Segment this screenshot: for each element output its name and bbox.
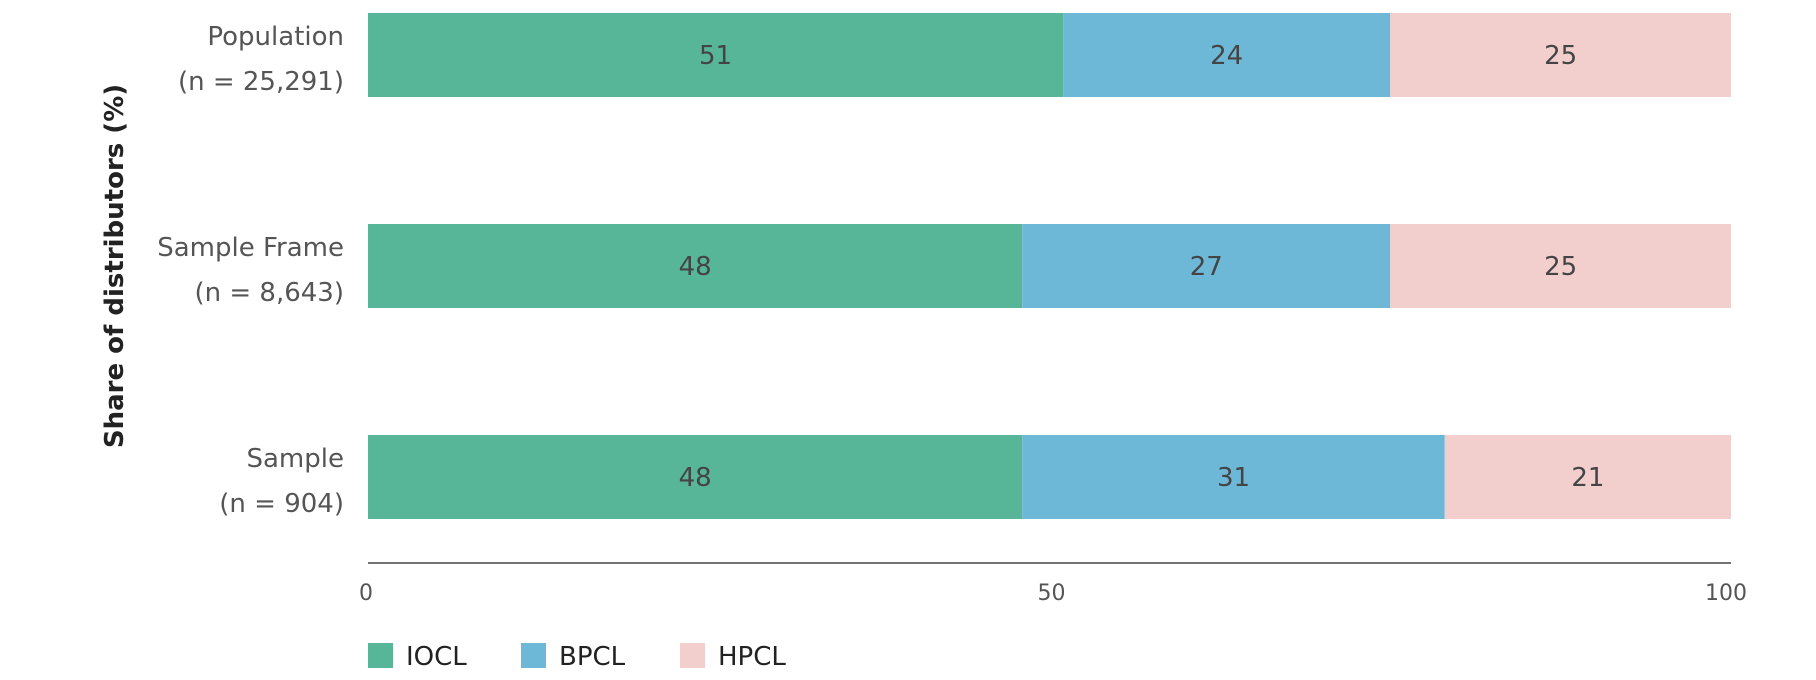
category-sublabel-2: (n = 904) (219, 489, 344, 519)
legend-swatch-bpcl (521, 643, 546, 668)
bar-segment-iocl-2 (368, 435, 1023, 519)
data-label-iocl-0: 51 (699, 41, 732, 71)
data-label-bpcl-0: 24 (1210, 41, 1243, 71)
legend-swatch-iocl (368, 643, 393, 668)
category-label-0: Population (207, 22, 344, 52)
category-sublabel-1: (n = 8,643) (194, 278, 344, 308)
data-label-bpcl-2: 31 (1217, 463, 1250, 493)
bar-segment-hpcl-1 (1390, 224, 1731, 308)
bar-segment-hpcl-2 (1444, 435, 1731, 519)
x-tick-label-100: 100 (1705, 581, 1747, 606)
y-axis-label-group: Share of distributors (%) (100, 84, 130, 448)
bar-segment-bpcl-1 (1022, 224, 1391, 308)
data-label-hpcl-1: 25 (1544, 252, 1577, 282)
data-label-hpcl-0: 25 (1544, 41, 1577, 71)
bar-segment-bpcl-2 (1022, 435, 1445, 519)
x-tick-label-0: 0 (359, 581, 373, 606)
data-label-bpcl-1: 27 (1190, 252, 1223, 282)
legend-swatch-hpcl (680, 643, 705, 668)
category-label-2: Sample (247, 444, 345, 474)
data-label-iocl-1: 48 (679, 252, 712, 282)
data-label-iocl-2: 48 (679, 463, 712, 493)
legend-label-iocl: IOCL (406, 642, 467, 672)
legend: IOCL BPCL HPCL (368, 642, 786, 672)
x-tick-label-50: 50 (1038, 581, 1066, 606)
bar-segment-bpcl-0 (1063, 13, 1391, 97)
bar-segment-iocl-0 (368, 13, 1064, 97)
x-axis: 0 50 100 (359, 562, 1747, 606)
bar-segment-iocl-1 (368, 224, 1023, 308)
bar-segment-hpcl-0 (1390, 13, 1731, 97)
category-labels: Population (n = 25,291) Sample Frame (n = 8… (157, 22, 344, 519)
data-label-hpcl-2: 21 (1571, 463, 1604, 493)
legend-label-bpcl: BPCL (559, 642, 626, 672)
category-sublabel-0: (n = 25,291) (178, 67, 344, 97)
bars-layer: 51 24 25 48 27 25 48 31 21 (368, 13, 1731, 519)
y-axis-label: Share of distributors (%) (100, 84, 130, 448)
category-label-1: Sample Frame (157, 233, 344, 263)
legend-label-hpcl: HPCL (718, 642, 786, 672)
